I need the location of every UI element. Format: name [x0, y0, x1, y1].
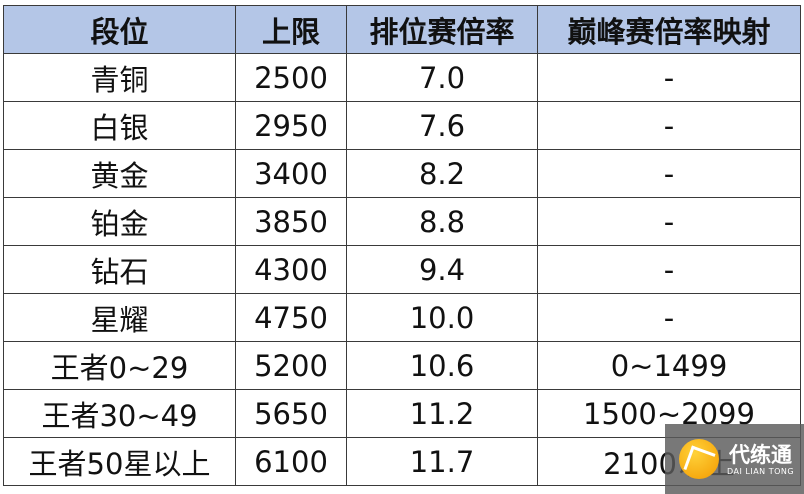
cell-ranked-multiplier: 9.4 — [346, 245, 538, 294]
cell-ranked-multiplier: 8.2 — [346, 149, 538, 198]
table-row: 铂金 3850 8.8- — [3, 197, 801, 246]
logo-icon — [679, 439, 719, 479]
cell-rank: 星耀 — [3, 293, 236, 342]
cell-ranked-multiplier: 8.8 — [346, 197, 538, 246]
cell-upper-limit: 4300 — [235, 245, 347, 294]
rank-multiplier-table: 段位 上限 排位赛倍率 巅峰赛倍率映射 青铜 2500 7.0- 白银 2950 7.6-… — [3, 5, 801, 486]
cell-peak-mapping: - — [537, 149, 801, 198]
watermark-cn: 代练通 — [729, 442, 793, 467]
cell-peak-mapping: - — [537, 101, 801, 150]
cell-rank: 王者50星以上 — [3, 437, 236, 486]
cell-ranked-multiplier: 7.0 — [346, 53, 538, 102]
cell-peak-mapping: - — [537, 53, 801, 102]
table-row: 黄金 3400 8.2- — [3, 149, 801, 198]
cell-upper-limit: 2950 — [235, 101, 347, 150]
cell-upper-limit: 3850 — [235, 197, 347, 246]
header-row: 段位 上限 排位赛倍率 巅峰赛倍率映射 — [3, 5, 801, 54]
cell-upper-limit: 4750 — [235, 293, 347, 342]
cell-ranked-multiplier: 7.6 — [346, 101, 538, 150]
cell-rank: 青铜 — [3, 53, 236, 102]
cell-ranked-multiplier: 10.6 — [346, 341, 538, 390]
cell-ranked-multiplier: 10.0 — [346, 293, 538, 342]
cell-rank: 铂金 — [3, 197, 236, 246]
cell-rank: 白银 — [3, 101, 236, 150]
cell-peak-mapping: - — [537, 197, 801, 246]
cell-rank: 钻石 — [3, 245, 236, 294]
cell-rank: 黄金 — [3, 149, 236, 198]
watermark-en: DAI LIAN TONG — [727, 466, 795, 476]
cell-peak-mapping: - — [537, 245, 801, 294]
cell-rank: 王者30~49 — [3, 389, 236, 438]
cell-upper-limit: 5650 — [235, 389, 347, 438]
cell-upper-limit: 6100 — [235, 437, 347, 486]
table-row: 钻石 4300 9.4- — [3, 245, 801, 294]
cell-ranked-multiplier: 11.2 — [346, 389, 538, 438]
cell-rank: 王者0~29 — [3, 341, 236, 390]
watermark-logo: 代练通 DAI LIAN TONG — [665, 424, 804, 494]
cell-upper-limit: 3400 — [235, 149, 347, 198]
cell-upper-limit: 5200 — [235, 341, 347, 390]
table-row: 白银 2950 7.6- — [3, 101, 801, 150]
cell-peak-mapping: - — [537, 293, 801, 342]
cell-upper-limit: 2500 — [235, 53, 347, 102]
header-peak-mapping: 巅峰赛倍率映射 — [537, 5, 801, 54]
header-ranked-multiplier: 排位赛倍率 — [346, 5, 538, 54]
cell-ranked-multiplier: 11.7 — [346, 437, 538, 486]
cell-peak-mapping: 0~1499 — [537, 341, 801, 390]
table-row: 青铜 2500 7.0- — [3, 53, 801, 102]
table-row: 王者0~29 5200 10.6 0~1499 — [3, 341, 801, 390]
table-row: 星耀 4750 10.0- — [3, 293, 801, 342]
header-rank: 段位 — [3, 5, 236, 54]
header-upper-limit: 上限 — [235, 5, 347, 54]
